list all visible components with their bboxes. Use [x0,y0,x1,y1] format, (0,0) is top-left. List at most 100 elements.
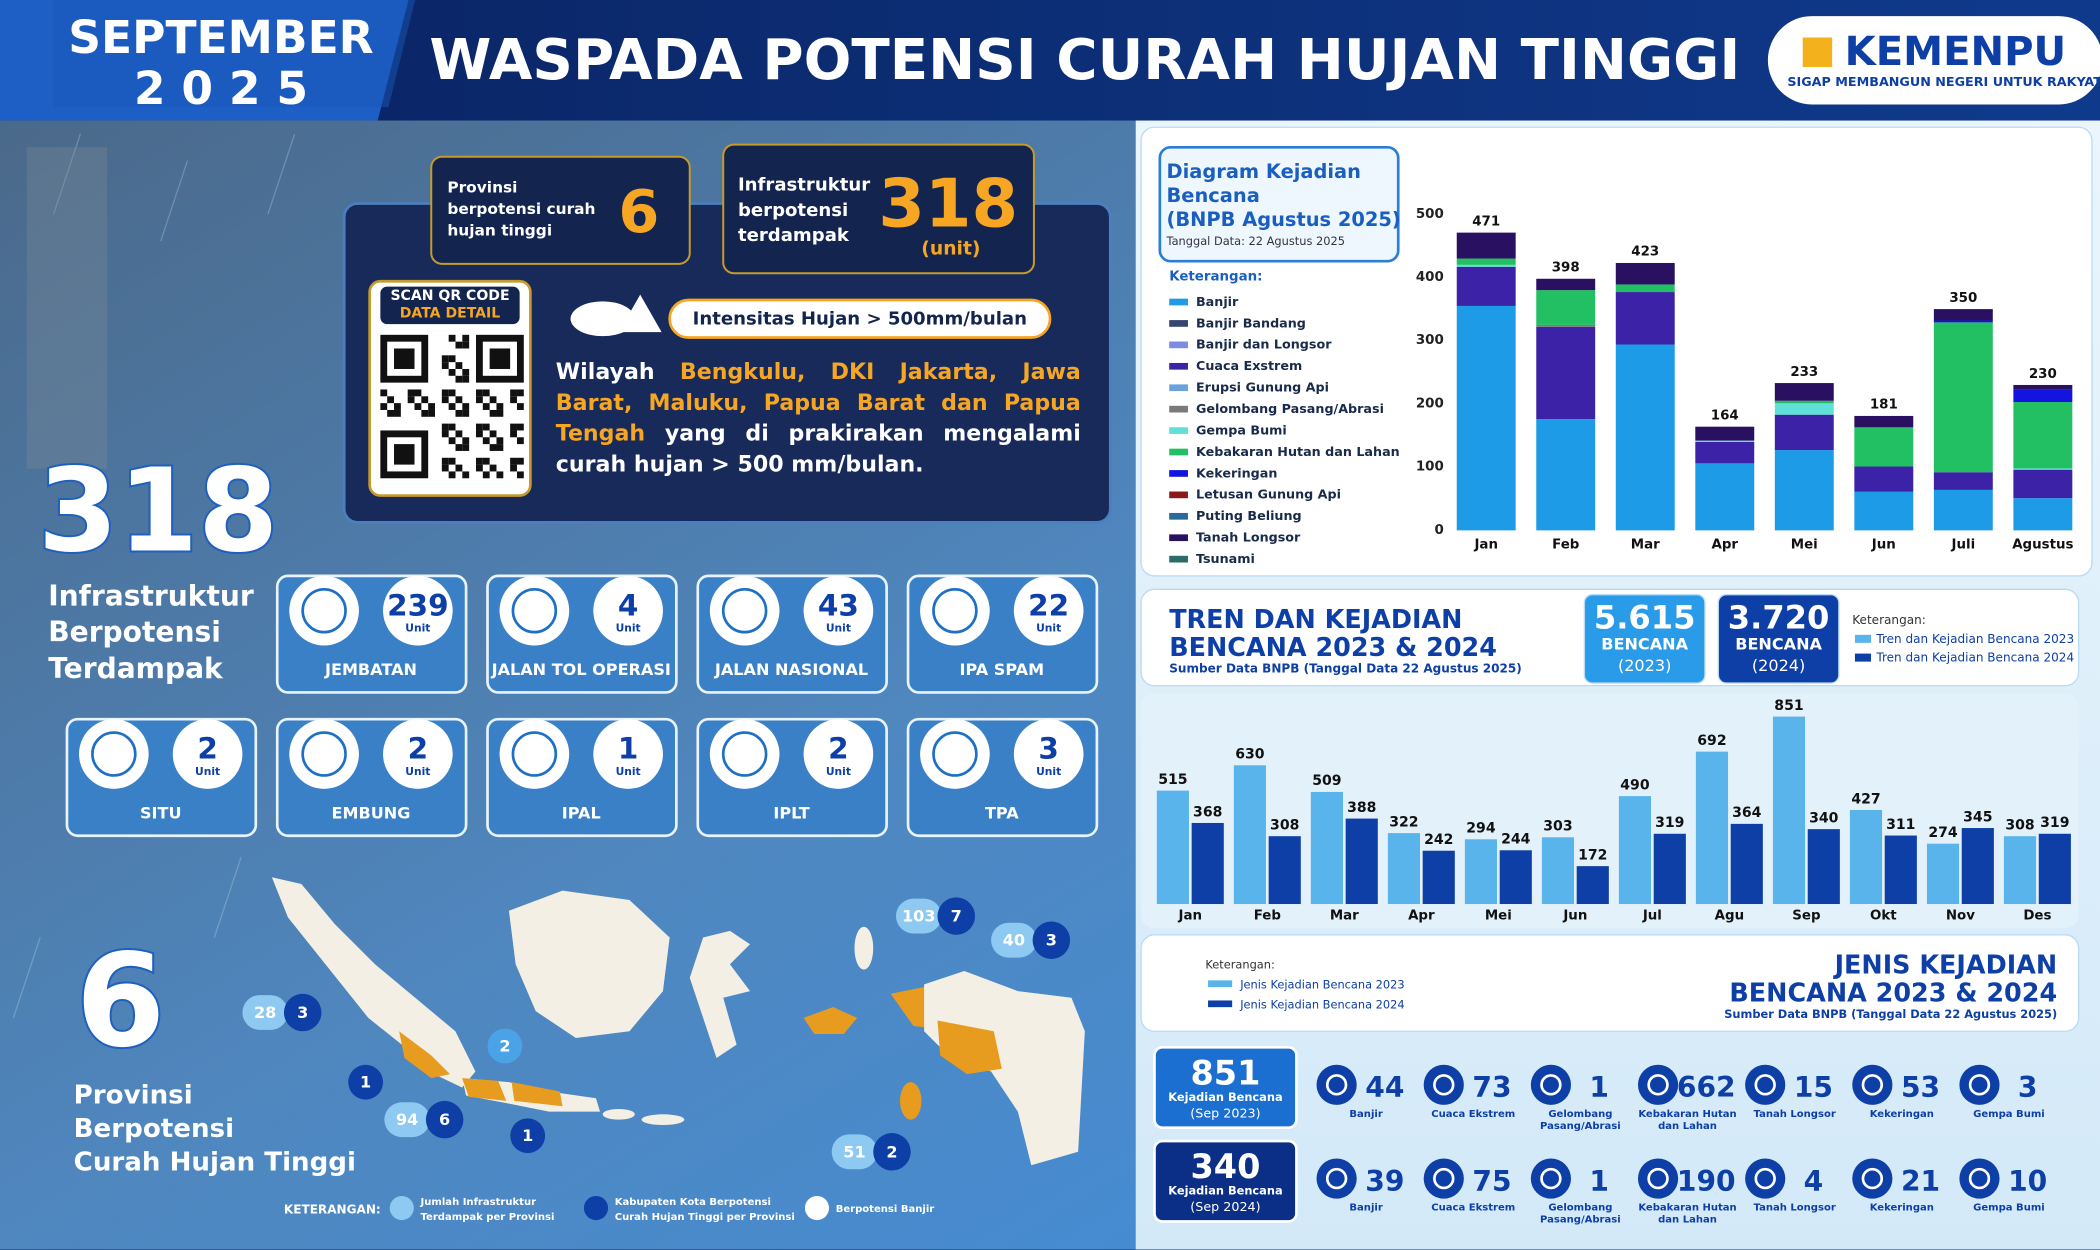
legend-label: Erupsi Gunung Api [1196,380,1329,395]
qr-module [394,403,401,410]
jenis-icon-inner [1968,1167,1991,1190]
value-label: 368 [1193,804,1222,820]
bar-segment [1456,264,1516,267]
legend-swatch [1169,362,1188,370]
legend-swatch [1169,491,1188,499]
infra-icon-ring [932,731,978,777]
qr-header [380,286,520,325]
jawa-tengah [511,1082,563,1107]
infra-icon-ring [932,587,978,634]
infra-unit: Unit [616,622,641,635]
badge-regency: 3 [297,1003,308,1022]
qr-module [516,437,524,445]
qr-module [475,396,483,404]
jenis-type: Pasang/Abrasi [1540,1121,1621,1132]
infra-icon-ring [511,587,558,634]
qr-module [510,389,517,397]
legend-swatch [1169,427,1188,434]
infra-value: 239 [387,588,448,622]
infra-value: 3 [1038,732,1059,766]
qr-module [462,334,470,342]
infra-icon [79,719,149,789]
infra-icon [499,575,570,646]
year: 2 0 2 5 [134,62,308,115]
total-label: 164 [1711,408,1739,423]
qr-module [462,403,470,410]
province-label: hujan tinggi [447,221,552,239]
badge-infra-bg [991,922,1037,958]
legend-label: Tanah Longsor [1196,530,1301,545]
x-tick-label: Jan [1473,538,1498,553]
bar [2003,836,2037,905]
map-legend-icon [583,1195,609,1221]
x-tick-label: Mar [1330,909,1359,924]
y-tick-label: 200 [1416,396,1444,411]
bar [1387,833,1420,905]
value-label: 294 [1466,821,1496,837]
qr-module [462,444,470,451]
qr-module [462,368,470,376]
jenis-title: JENIS KEJADIAN [1833,949,2058,979]
bar [2038,833,2071,905]
jenis-value: 1 [1589,1165,1609,1198]
bar-segment [1695,441,1755,464]
qr-module [387,396,395,404]
infra-value: 2 [408,732,429,766]
infra-label: terdampak [738,225,850,246]
infra-icon [289,719,359,789]
infra-unit: Unit [1036,622,1061,635]
bar [1695,751,1729,905]
maluku-1 [803,1007,858,1034]
infra-unit: Unit [826,622,851,635]
logo-text: KEMENPU [1845,29,2067,75]
qr-module [380,389,388,397]
province-count: 6 [618,177,659,246]
legend-label: Letusan Gunung Api [1196,487,1341,502]
line [267,133,296,215]
map-legend-title: KETERANGAN: [284,1202,381,1216]
qr-module [475,423,483,431]
bar-segment [1536,419,1596,531]
infra-value: 2 [828,732,849,766]
y-tick-label: 500 [1416,207,1444,222]
legend-swatch [1169,298,1188,306]
qr-module [448,389,456,397]
badge-infra: 51 [843,1142,865,1161]
jenis-subtitle: Sumber Data BNPB (Tanggal Data 22 Agustu… [1724,1007,2057,1021]
papua [924,970,1085,1166]
jenis-period: (Sep 2023) [1190,1105,1260,1120]
jenis-icon [1530,1158,1571,1199]
total-box [1717,593,1840,684]
infra-value: 2 [197,732,218,766]
legend-swatch [1169,341,1188,349]
jenis-type: Pasang/Abrasi [1540,1215,1621,1226]
jenis-total: 851 [1191,1053,1261,1092]
value-label: 303 [1543,819,1572,835]
bar-segment [1854,427,1914,467]
bar-segment [1695,426,1755,441]
infra-name: IPAL [562,803,601,822]
region-after: yang di prakirakan mengalami curah hujan… [555,420,1081,477]
qr-module [462,437,470,445]
badge-regency: 1 [522,1126,533,1145]
jenis-icon [1959,1158,2000,1199]
jenis-period: (Sep 2024) [1190,1199,1260,1214]
bar-segment [1854,491,1914,531]
nusa [641,1114,685,1126]
value-label: 388 [1347,800,1376,816]
qr-module [441,464,449,472]
province-box [430,155,691,265]
total-label: 233 [1790,365,1818,380]
qr-module [482,437,490,445]
qr-module [448,403,456,410]
qr-module [448,355,456,363]
infra-value-bg [1013,575,1084,646]
total-value: 5.615 [1594,598,1696,636]
bar [1730,823,1763,905]
infra-total-label: Infrastruktur [48,579,254,612]
value-label: 308 [2005,817,2034,833]
jenis-value: 73 [1472,1071,1511,1104]
jenis-icon [1745,1158,1786,1199]
legend-title: Keterangan: [1205,957,1274,971]
infra-value-bg [172,719,243,789]
